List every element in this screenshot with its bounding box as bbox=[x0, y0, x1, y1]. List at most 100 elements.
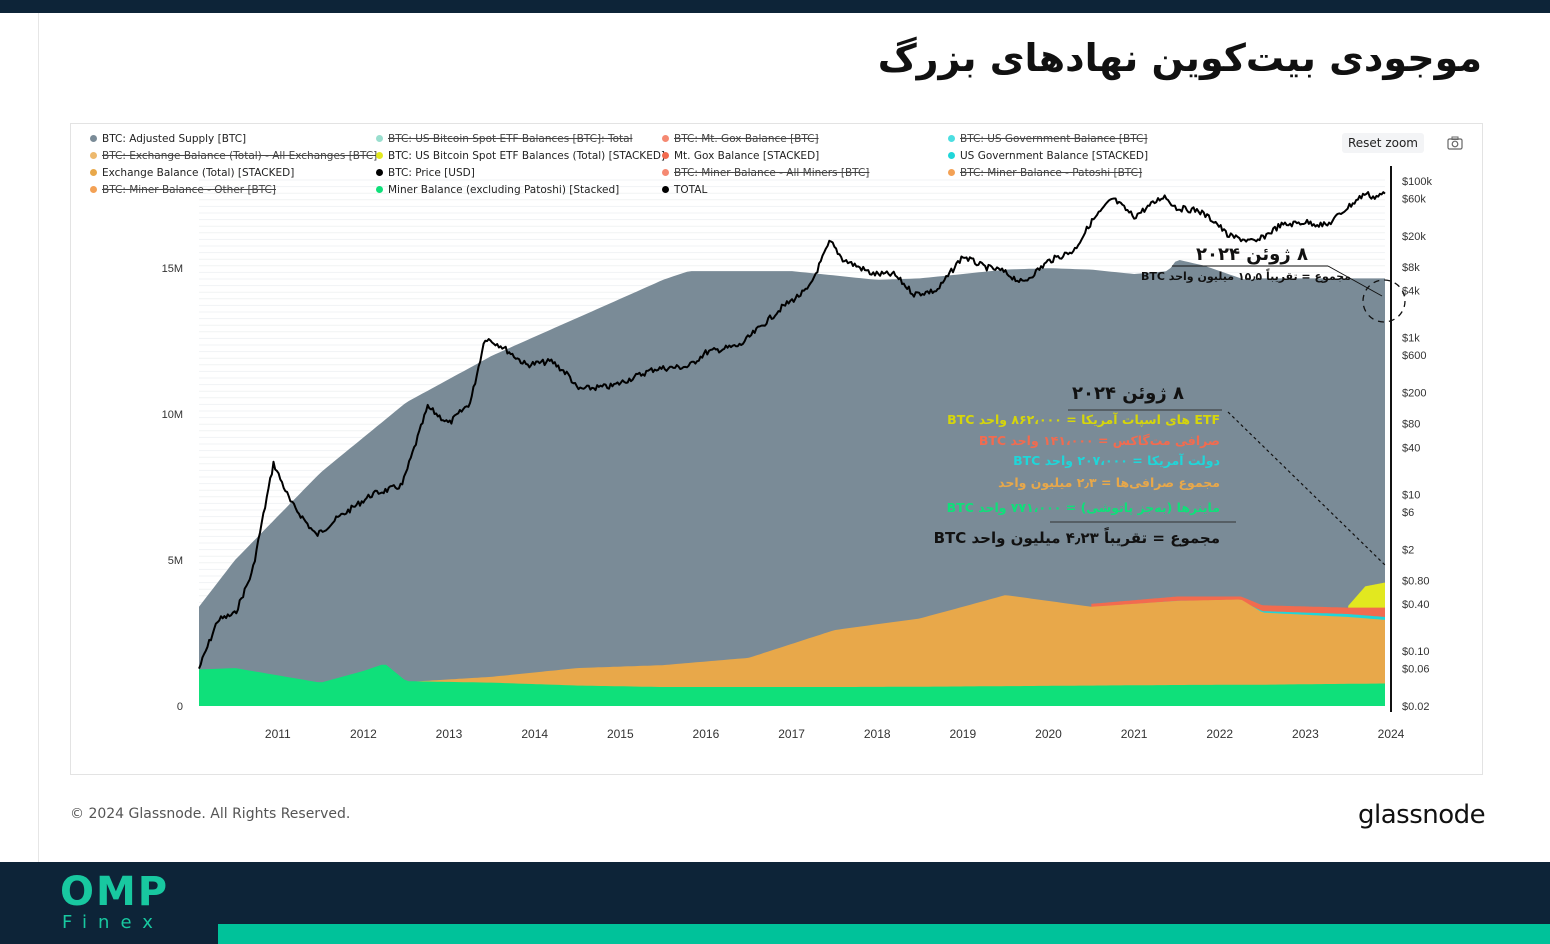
legend-label: Mt. Gox Balance [STACKED] bbox=[674, 150, 820, 162]
annotation-etf: ETF های اسپات آمریکا = ۸۶۲،۰۰۰ واحد BTC bbox=[947, 412, 1220, 427]
legend-item[interactable]: BTC: US Bitcoin Spot ETF Balances [BTC]:… bbox=[376, 133, 632, 146]
legend-item[interactable]: BTC: Price [USD] bbox=[376, 167, 475, 180]
legend-dot-icon bbox=[948, 134, 955, 142]
legend-label: BTC: US Bitcoin Spot ETF Balances (Total… bbox=[388, 150, 666, 162]
finex-logo-text: Finex bbox=[62, 912, 164, 933]
annotation-mid-date: ۸ ژوئن ۲۰۲۴ bbox=[1072, 383, 1184, 404]
left-tick-label: 0 bbox=[177, 701, 183, 713]
legend-item[interactable]: BTC: US Bitcoin Spot ETF Balances (Total… bbox=[376, 150, 665, 163]
right-tick-label: $2 bbox=[1402, 544, 1414, 556]
x-tick-label: 2021 bbox=[1121, 727, 1148, 741]
x-tick-label: 2017 bbox=[778, 727, 805, 741]
legend-item[interactable]: BTC: Adjusted Supply [BTC] bbox=[90, 133, 246, 146]
glassnode-logo: glassnode bbox=[1358, 800, 1486, 830]
copyright-text: © 2024 Glassnode. All Rights Reserved. bbox=[70, 806, 351, 822]
annotation-top-date: ۸ ژوئن ۲۰۲۴ bbox=[1196, 244, 1308, 265]
right-tick-label: $1k bbox=[1402, 333, 1420, 345]
left-divider bbox=[38, 13, 39, 862]
legend-item[interactable]: TOTAL bbox=[662, 184, 707, 197]
legend-item[interactable]: Exchange Balance (Total) [STACKED] bbox=[90, 167, 294, 180]
legend-item[interactable]: BTC: US Government Balance [BTC] bbox=[948, 133, 1147, 146]
x-tick-label: 2019 bbox=[949, 727, 976, 741]
x-tick-label: 2012 bbox=[350, 727, 377, 741]
annotation-miners: ماینرها (به‌جز پاتوشی) = ۷۷۱،۰۰۰ واحد BT… bbox=[946, 500, 1220, 515]
right-tick-label: $60k bbox=[1402, 193, 1426, 205]
right-tick-label: $0.02 bbox=[1402, 701, 1430, 713]
legend-item[interactable]: Mt. Gox Balance [STACKED] bbox=[662, 150, 819, 163]
camera-icon[interactable] bbox=[1447, 136, 1463, 150]
legend-label: BTC: Exchange Balance (Total) - All Exch… bbox=[102, 150, 378, 162]
x-tick-label: 2016 bbox=[693, 727, 720, 741]
right-tick-label: $80 bbox=[1402, 419, 1420, 431]
x-tick-label: 2011 bbox=[265, 727, 291, 741]
bottom-accent-bar bbox=[218, 924, 1550, 944]
omp-logo: OMP bbox=[60, 869, 170, 915]
annotation-usgov: دولت آمریکا = ۲۰۷،۰۰۰ واحد BTC bbox=[1013, 453, 1220, 468]
x-tick-label: 2022 bbox=[1206, 727, 1233, 741]
legend-item[interactable]: Miner Balance (excluding Patoshi) [Stack… bbox=[376, 184, 619, 197]
right-tick-label: $200 bbox=[1402, 388, 1426, 400]
left-tick-label: 10M bbox=[162, 409, 183, 421]
slide-title: موجودی بیت‌کوین نهادهای بزرگ bbox=[877, 36, 1482, 80]
series-area bbox=[199, 260, 1385, 706]
right-tick-label: $100k bbox=[1402, 176, 1432, 188]
legend-item[interactable]: BTC: Mt. Gox Balance [BTC] bbox=[662, 133, 819, 146]
annotation-circle bbox=[1362, 279, 1406, 323]
legend-item[interactable]: BTC: Miner Balance - Other [BTC] bbox=[90, 184, 276, 197]
legend-item[interactable]: BTC: Miner Balance - All Miners [BTC] bbox=[662, 167, 869, 180]
annotation-dashed-pointer bbox=[1227, 411, 1387, 567]
x-tick-label: 2015 bbox=[607, 727, 634, 741]
legend-dot-icon bbox=[90, 151, 97, 159]
legend-item[interactable]: BTC: Miner Balance - Patoshi [BTC] bbox=[948, 167, 1142, 180]
annotation-total: مجموع = تقریباً ۴٫۲۳ میلیون واحد BTC bbox=[933, 529, 1220, 547]
legend-dot-icon bbox=[662, 151, 669, 159]
annotation-top-total: مجموع = تقریباً ۱۵٫۵ میلیون واحد BTC bbox=[1140, 270, 1351, 283]
legend-label: BTC: Price [USD] bbox=[388, 167, 475, 179]
top-bar bbox=[0, 0, 1550, 13]
legend-dot-icon bbox=[90, 185, 97, 193]
legend-dot-icon bbox=[90, 134, 97, 142]
annotation-exchanges: مجموع صرافی‌ها = ۲٫۳ میلیون واحد bbox=[998, 475, 1220, 490]
left-tick-label: 15M bbox=[162, 263, 183, 275]
right-tick-label: $10 bbox=[1402, 490, 1420, 502]
right-tick-label: $600 bbox=[1402, 350, 1426, 362]
legend-label: BTC: Adjusted Supply [BTC] bbox=[102, 133, 247, 145]
legend-label: BTC: US Bitcoin Spot ETF Balances [BTC]:… bbox=[388, 133, 633, 145]
reset-zoom-button[interactable]: Reset zoom bbox=[1342, 133, 1424, 153]
legend-dot-icon bbox=[662, 134, 669, 142]
right-tick-label: $6 bbox=[1402, 507, 1414, 519]
right-tick-label: $0.06 bbox=[1402, 664, 1430, 676]
right-tick-label: $8k bbox=[1402, 262, 1420, 274]
annotation-pointer bbox=[1327, 265, 1383, 297]
series-area bbox=[199, 664, 1385, 706]
legend-dot-icon bbox=[376, 185, 383, 193]
legend-item[interactable]: US Government Balance [STACKED] bbox=[948, 150, 1148, 163]
legend-label: BTC: Miner Balance - Patoshi [BTC] bbox=[960, 167, 1143, 179]
right-tick-label: $4k bbox=[1402, 286, 1420, 298]
legend-label: BTC: US Government Balance [BTC] bbox=[960, 133, 1148, 145]
legend-dot-icon bbox=[376, 134, 383, 142]
x-tick-label: 2020 bbox=[1035, 727, 1062, 741]
x-tick-label: 2024 bbox=[1378, 727, 1405, 741]
legend-label: BTC: Miner Balance - All Miners [BTC] bbox=[674, 167, 870, 179]
x-tick-label: 2014 bbox=[521, 727, 548, 741]
legend-dot-icon bbox=[376, 168, 383, 176]
right-tick-label: $20k bbox=[1402, 231, 1426, 243]
price-line bbox=[198, 191, 1386, 669]
legend-dot-icon bbox=[662, 168, 669, 176]
legend-dot-icon bbox=[376, 151, 383, 159]
right-tick-label: $0.80 bbox=[1402, 575, 1430, 587]
x-tick-label: 2018 bbox=[864, 727, 891, 741]
legend-dot-icon bbox=[90, 168, 97, 176]
right-tick-label: $0.40 bbox=[1402, 599, 1430, 611]
x-tick-label: 2013 bbox=[436, 727, 463, 741]
legend-label: TOTAL bbox=[674, 184, 708, 196]
legend-dot-icon bbox=[948, 151, 955, 159]
legend-label: BTC: Miner Balance - Other [BTC] bbox=[102, 184, 276, 196]
legend-item[interactable]: BTC: Exchange Balance (Total) - All Exch… bbox=[90, 150, 377, 163]
left-tick-label: 5M bbox=[168, 555, 183, 567]
x-tick-label: 2023 bbox=[1292, 727, 1319, 741]
legend-label: BTC: Mt. Gox Balance [BTC] bbox=[674, 133, 819, 145]
series-area bbox=[406, 595, 1385, 706]
